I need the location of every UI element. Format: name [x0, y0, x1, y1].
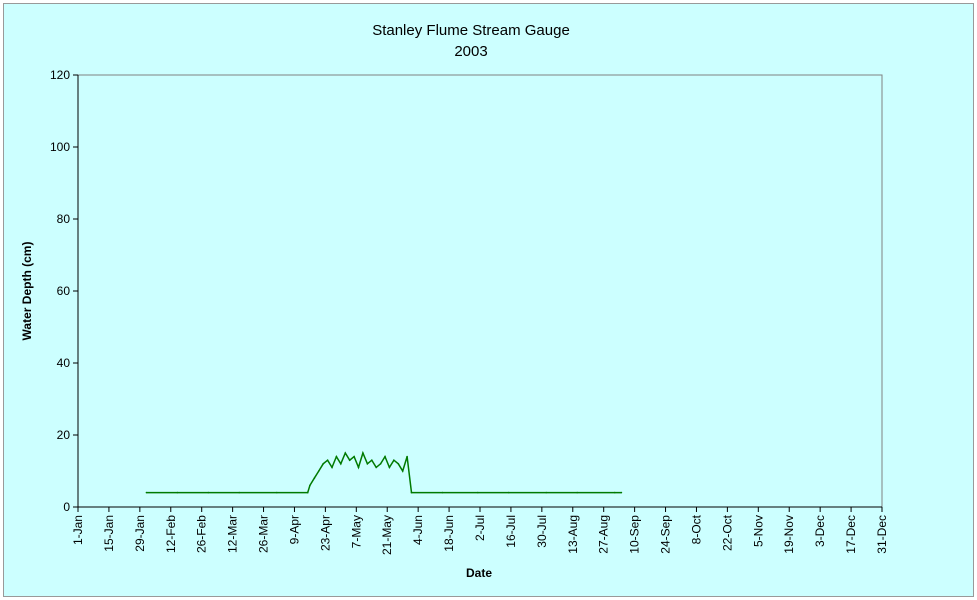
data-point [309, 484, 311, 487]
y-tick-label: 0 [63, 500, 70, 514]
chart-area: Stanley Flume Stream Gauge 2003 0 20 40 60 8… [3, 3, 974, 597]
x-tick-label: 9-Apr [287, 515, 301, 544]
data-point [410, 491, 413, 494]
data-point [317, 470, 320, 472]
x-tick-label: 22-Oct [720, 514, 734, 551]
data-point [384, 455, 386, 458]
x-tick-label: 24-Sep [659, 515, 673, 554]
x-axis: 1-Jan 15-Jan 29-Jan 12-Feb 26-Feb 12-Mar 26-Ma… [71, 506, 889, 555]
data-point [353, 455, 355, 458]
x-tick-label: 30-Jul [535, 515, 549, 548]
plot-area [77, 74, 883, 508]
data-point [145, 491, 148, 494]
x-tick-label: 23-Apr [318, 515, 332, 551]
y-axis: 0 20 40 60 80 100 120 [50, 68, 79, 514]
series-water-depth [145, 450, 623, 494]
data-point [357, 466, 360, 469]
data-point [401, 470, 404, 472]
data-point [476, 491, 479, 494]
data-point [441, 491, 444, 494]
data-point [370, 459, 373, 462]
data-point [340, 463, 342, 465]
data-point [545, 491, 548, 494]
x-tick-label: 21-May [380, 515, 394, 555]
chart-svg: Stanley Flume Stream Gauge 2003 0 20 40 60 8… [20, 22, 889, 580]
chart-title: Stanley Flume Stream Gauge [372, 22, 570, 39]
data-point [348, 459, 351, 462]
data-point [344, 452, 347, 454]
data-point [335, 455, 338, 458]
x-tick-label: 19-Nov [782, 515, 796, 554]
y-tick-label: 40 [57, 356, 71, 370]
data-point [322, 463, 324, 465]
x-tick-label: 12-Mar [226, 515, 240, 553]
data-point [393, 459, 395, 462]
y-tick-label: 100 [50, 140, 70, 154]
x-tick-label: 13-Aug [566, 515, 580, 554]
data-point [366, 463, 369, 465]
x-tick-label: 15-Jan [102, 515, 116, 552]
data-point [613, 491, 616, 494]
data-point [313, 477, 316, 480]
x-tick-label: 2-Jul [473, 515, 487, 541]
x-tick-label: 27-Aug [597, 515, 611, 554]
data-point [576, 491, 578, 494]
y-tick-label: 60 [57, 284, 71, 298]
x-tick-label: 8-Oct [689, 514, 703, 544]
x-tick-label: 3-Dec [813, 515, 827, 547]
x-tick-label: 26-Mar [257, 515, 271, 553]
x-tick-label: 29-Jan [133, 515, 147, 552]
data-point [238, 491, 241, 494]
data-point [388, 466, 391, 469]
data-point [326, 459, 329, 462]
x-tick-label: 10-Sep [628, 515, 642, 554]
y-tick-label: 20 [57, 428, 71, 442]
data-point [620, 491, 623, 494]
y-axis-label: Water Depth (cm) [20, 242, 34, 341]
data-point [397, 463, 400, 465]
data-point [507, 491, 510, 494]
x-tick-label: 5-Nov [751, 515, 765, 547]
data-point [406, 455, 408, 458]
data-point [375, 466, 377, 469]
x-tick-label: 4-Jun [411, 515, 425, 545]
data-point [207, 491, 210, 494]
x-tick-label: 26-Feb [195, 515, 209, 553]
x-tick-label: 31-Dec [875, 515, 889, 554]
x-axis-label: Date [466, 566, 492, 580]
data-point [379, 463, 382, 465]
y-tick-label: 80 [57, 212, 71, 226]
y-tick-label: 120 [50, 68, 70, 82]
x-tick-label: 7-May [349, 515, 363, 548]
data-point [306, 491, 309, 494]
x-tick-label: 18-Jun [442, 515, 456, 552]
data-point [275, 491, 278, 494]
x-tick-label: 17-Dec [844, 515, 858, 554]
x-tick-label: 12-Feb [164, 515, 178, 553]
data-point [362, 452, 364, 454]
data-point [176, 491, 179, 494]
x-tick-label: 16-Jul [504, 515, 518, 548]
x-tick-label: 1-Jan [71, 515, 85, 545]
data-point [331, 466, 333, 469]
chart-subtitle: 2003 [454, 43, 487, 60]
